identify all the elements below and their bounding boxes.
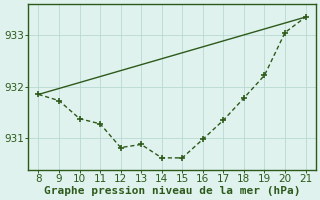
X-axis label: Graphe pression niveau de la mer (hPa): Graphe pression niveau de la mer (hPa) bbox=[44, 186, 300, 196]
